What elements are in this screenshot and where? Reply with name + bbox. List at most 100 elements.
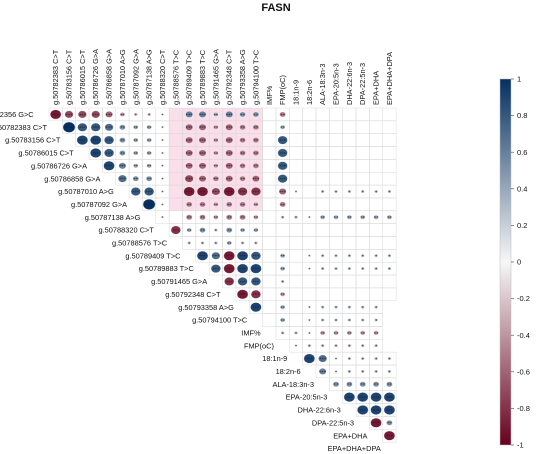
- row-label: DPA-22:5n-3: [312, 418, 354, 427]
- correlation-cell: [374, 356, 379, 361]
- correlation-cell: [133, 150, 139, 156]
- row-label: g.50789883 T>C: [139, 264, 195, 273]
- correlation-cell: [236, 250, 249, 261]
- row-label: DHA-22:6n-3: [298, 406, 341, 415]
- significance-mark: *: [148, 113, 151, 119]
- correlation-cell: [387, 254, 392, 258]
- grid-cell: [369, 146, 383, 160]
- correlation-circles: *** *** *** *** *** ** * * * *** *** ** *** ** ** *****…: [50, 109, 396, 441]
- significance-mark: ***: [239, 190, 247, 196]
- correlation-cell: [360, 369, 365, 374]
- significance-mark: *: [135, 113, 138, 119]
- column-label: DPA-22:5n-3: [358, 63, 367, 105]
- significance-mark: *: [255, 241, 258, 247]
- significance-mark: ***: [359, 396, 367, 402]
- correlation-cell: [186, 227, 192, 233]
- grid-cell: [355, 236, 370, 250]
- column-label: ALA-18:3n-3: [318, 64, 327, 106]
- correlation-cell: [320, 318, 325, 322]
- significance-mark: ***: [239, 280, 247, 286]
- grid-cell: [275, 223, 290, 237]
- colorbar-tick-label: -0.4: [517, 331, 530, 340]
- significance-mark: **: [334, 383, 339, 389]
- significance-mark: *: [161, 113, 164, 119]
- correlation-cell: [357, 392, 369, 402]
- correlation-cell: [332, 381, 340, 388]
- correlation-cell: [252, 150, 260, 156]
- grid-cell: [329, 236, 343, 250]
- grid-cell: [289, 287, 303, 301]
- correlation-cell: [318, 368, 327, 375]
- grid-cell: [302, 236, 317, 250]
- correlation-cell: [374, 344, 379, 348]
- significance-mark: *: [375, 344, 378, 350]
- significance-mark: ***: [253, 306, 261, 312]
- column-label: g.50789883 T>C: [198, 49, 207, 105]
- significance-mark: *: [388, 370, 391, 376]
- correlation-cell: [198, 136, 207, 144]
- significance-mark: ***: [239, 293, 247, 299]
- column-label: FMP(oC): [278, 75, 287, 105]
- correlation-cell: [320, 330, 326, 336]
- grid-cell: [302, 274, 317, 289]
- correlation-cell: [279, 201, 286, 208]
- grid-cell: [355, 159, 370, 173]
- grid-cell: [289, 223, 303, 237]
- grid-cell: [262, 261, 277, 276]
- significance-mark: *: [308, 344, 311, 350]
- significance-mark: ***: [199, 113, 207, 119]
- grid-cell: [382, 287, 397, 301]
- correlation-cell: [62, 121, 76, 133]
- column-label: g.50787010 A>G: [118, 49, 127, 105]
- significance-mark: ***: [132, 190, 140, 196]
- grid-cell: [315, 223, 330, 237]
- correlation-cell: [320, 344, 325, 348]
- significance-mark: **: [120, 139, 125, 145]
- row-label: g.50782356 G>C: [0, 110, 34, 119]
- grid-cell: [262, 210, 277, 224]
- correlation-cell: [387, 189, 392, 194]
- significance-mark: **: [347, 383, 352, 389]
- grid-cell: [355, 120, 370, 134]
- correlation-cell: [307, 215, 311, 219]
- significance-mark: *: [335, 267, 338, 273]
- row-label: g.50789409 T>C: [125, 251, 181, 260]
- correlation-cell: [347, 344, 352, 348]
- grid-cell: [355, 223, 370, 237]
- correlation-cell: [226, 214, 233, 220]
- significance-mark: ***: [213, 254, 221, 260]
- significance-mark: **: [387, 383, 392, 389]
- correlation-cell: [347, 305, 352, 309]
- grid-cell: [262, 313, 277, 327]
- significance-mark: **: [214, 139, 219, 145]
- correlation-cell: [237, 277, 248, 286]
- significance-mark: **: [214, 203, 219, 209]
- correlation-cell: [223, 250, 235, 261]
- significance-mark: ***: [239, 267, 247, 273]
- correlation-cell: [333, 214, 339, 220]
- correlation-cell: [334, 254, 338, 258]
- significance-mark: **: [374, 216, 379, 222]
- correlation-cell: [119, 150, 126, 156]
- grid-cell: [329, 197, 343, 212]
- correlation-cell: [307, 305, 311, 309]
- significance-mark: **: [280, 318, 285, 324]
- correlation-cell: [199, 227, 206, 233]
- correlation-cell: [253, 214, 259, 220]
- correlation-cell: [187, 241, 192, 245]
- correlation-cell: [386, 381, 393, 388]
- significance-mark: *: [375, 267, 378, 273]
- grid-cell: [369, 197, 383, 212]
- column-label: g.50782383 C>T: [51, 49, 60, 105]
- correlation-cell: [104, 123, 114, 132]
- significance-mark: **: [254, 203, 259, 209]
- correlation-cell: [103, 160, 115, 171]
- correlation-cell: [370, 392, 382, 402]
- significance-mark: **: [134, 126, 139, 132]
- significance-mark: **: [254, 139, 259, 145]
- significance-mark: **: [214, 151, 219, 157]
- significance-mark: *: [308, 216, 311, 222]
- significance-mark: ***: [226, 164, 234, 170]
- correlation-cell: [77, 122, 88, 132]
- significance-mark: *: [322, 267, 325, 273]
